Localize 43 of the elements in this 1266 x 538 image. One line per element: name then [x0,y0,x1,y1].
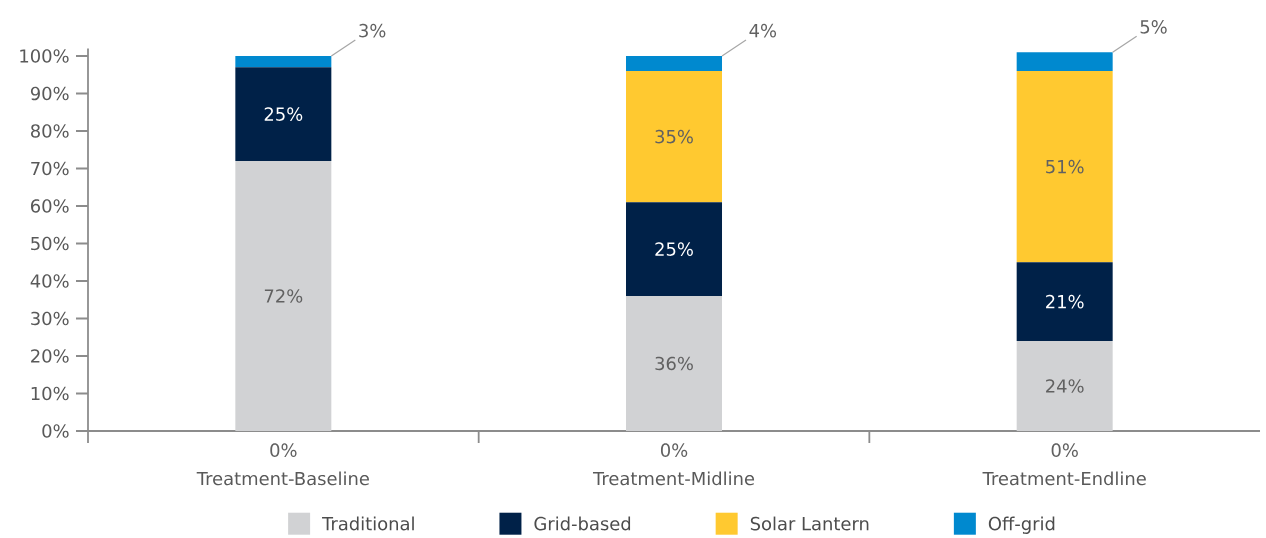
data-label: 51% [1046,159,1084,174]
bar [235,56,332,68]
bar [235,161,332,431]
bar [626,56,723,71]
y-tick-label: 60% [31,199,69,213]
legend-label: Traditional [322,516,414,531]
y-tick-label: 30% [31,311,69,326]
y-tick-label: 0% [42,424,69,438]
data-label: 24% [1046,379,1084,393]
bar [1016,52,1113,71]
annotation: 0% [660,443,688,457]
data-label: 72% [264,289,303,303]
bar [626,202,723,296]
bar [1016,341,1113,431]
bar [1016,262,1113,341]
y-tick-label: 70% [31,161,69,176]
annotation: 0% [270,443,297,457]
legend-label: Solar Lantern [750,516,869,531]
annotation: 0% [1051,443,1078,457]
data-label: 4% [749,23,777,38]
x-tick-label: Treatment-Endline [982,471,1146,486]
data-label: 36% [655,356,693,371]
y-tick-label: 20% [31,349,69,363]
y-tick-label: 10% [31,386,69,401]
bar [235,67,332,161]
y-tick-label: 90% [30,86,69,101]
data-label: 3% [359,23,386,38]
y-tick-label: 100% [20,49,69,63]
x-tick-label: Treatment-Baseline [196,471,369,486]
legend-label: Grid-based [534,516,631,531]
y-tick-label: 50% [31,236,69,251]
data-label: 25% [264,107,303,121]
bar [626,296,723,431]
legend-label: Off-grid [988,516,1055,534]
data-label: 21% [1046,294,1084,309]
bar [1016,71,1113,263]
data-label: 35% [655,129,693,144]
data-label: 5% [1140,20,1167,34]
y-tick-label: 40% [30,274,69,288]
data-label: 25% [655,242,693,256]
bar [626,71,723,203]
x-tick-label: Treatment-Midline [592,471,755,486]
y-tick-label: 80% [30,124,69,138]
